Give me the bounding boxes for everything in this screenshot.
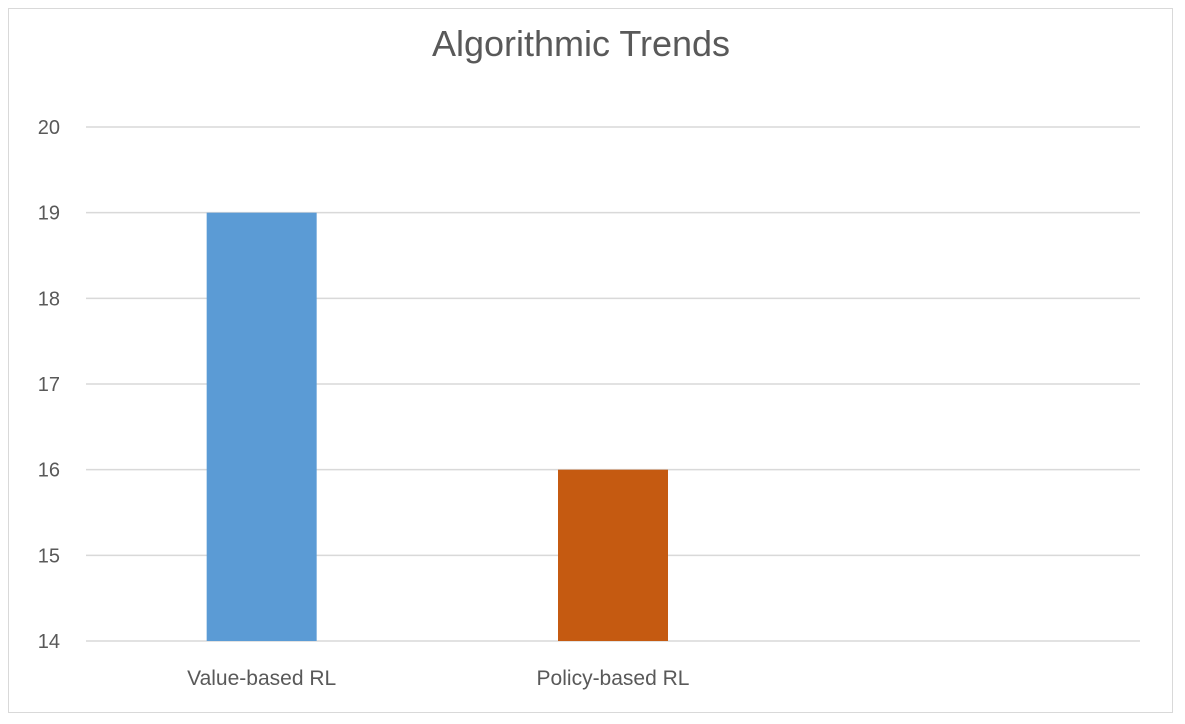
- y-tick-label: 16: [38, 460, 60, 482]
- x-category-label: Policy-based RL: [537, 667, 690, 690]
- bars: [206, 212, 668, 641]
- y-tick-label: 20: [38, 117, 60, 139]
- x-axis-labels: Value-based RL Policy-based RL: [187, 667, 689, 690]
- y-tick-label: 15: [38, 545, 60, 567]
- y-tick-label: 19: [38, 203, 60, 225]
- chart-title: Algorithmic Trends: [432, 23, 730, 64]
- y-tick-label: 17: [38, 374, 60, 396]
- y-tick-label: 14: [38, 631, 60, 653]
- y-tick-label: 18: [38, 288, 60, 310]
- bar-policy-based-rl: [558, 469, 668, 641]
- x-category-label: Value-based RL: [187, 667, 336, 690]
- bar-value-based-rl: [206, 212, 317, 641]
- y-axis-ticks: 14 15 16 17 18 19 20: [38, 117, 60, 653]
